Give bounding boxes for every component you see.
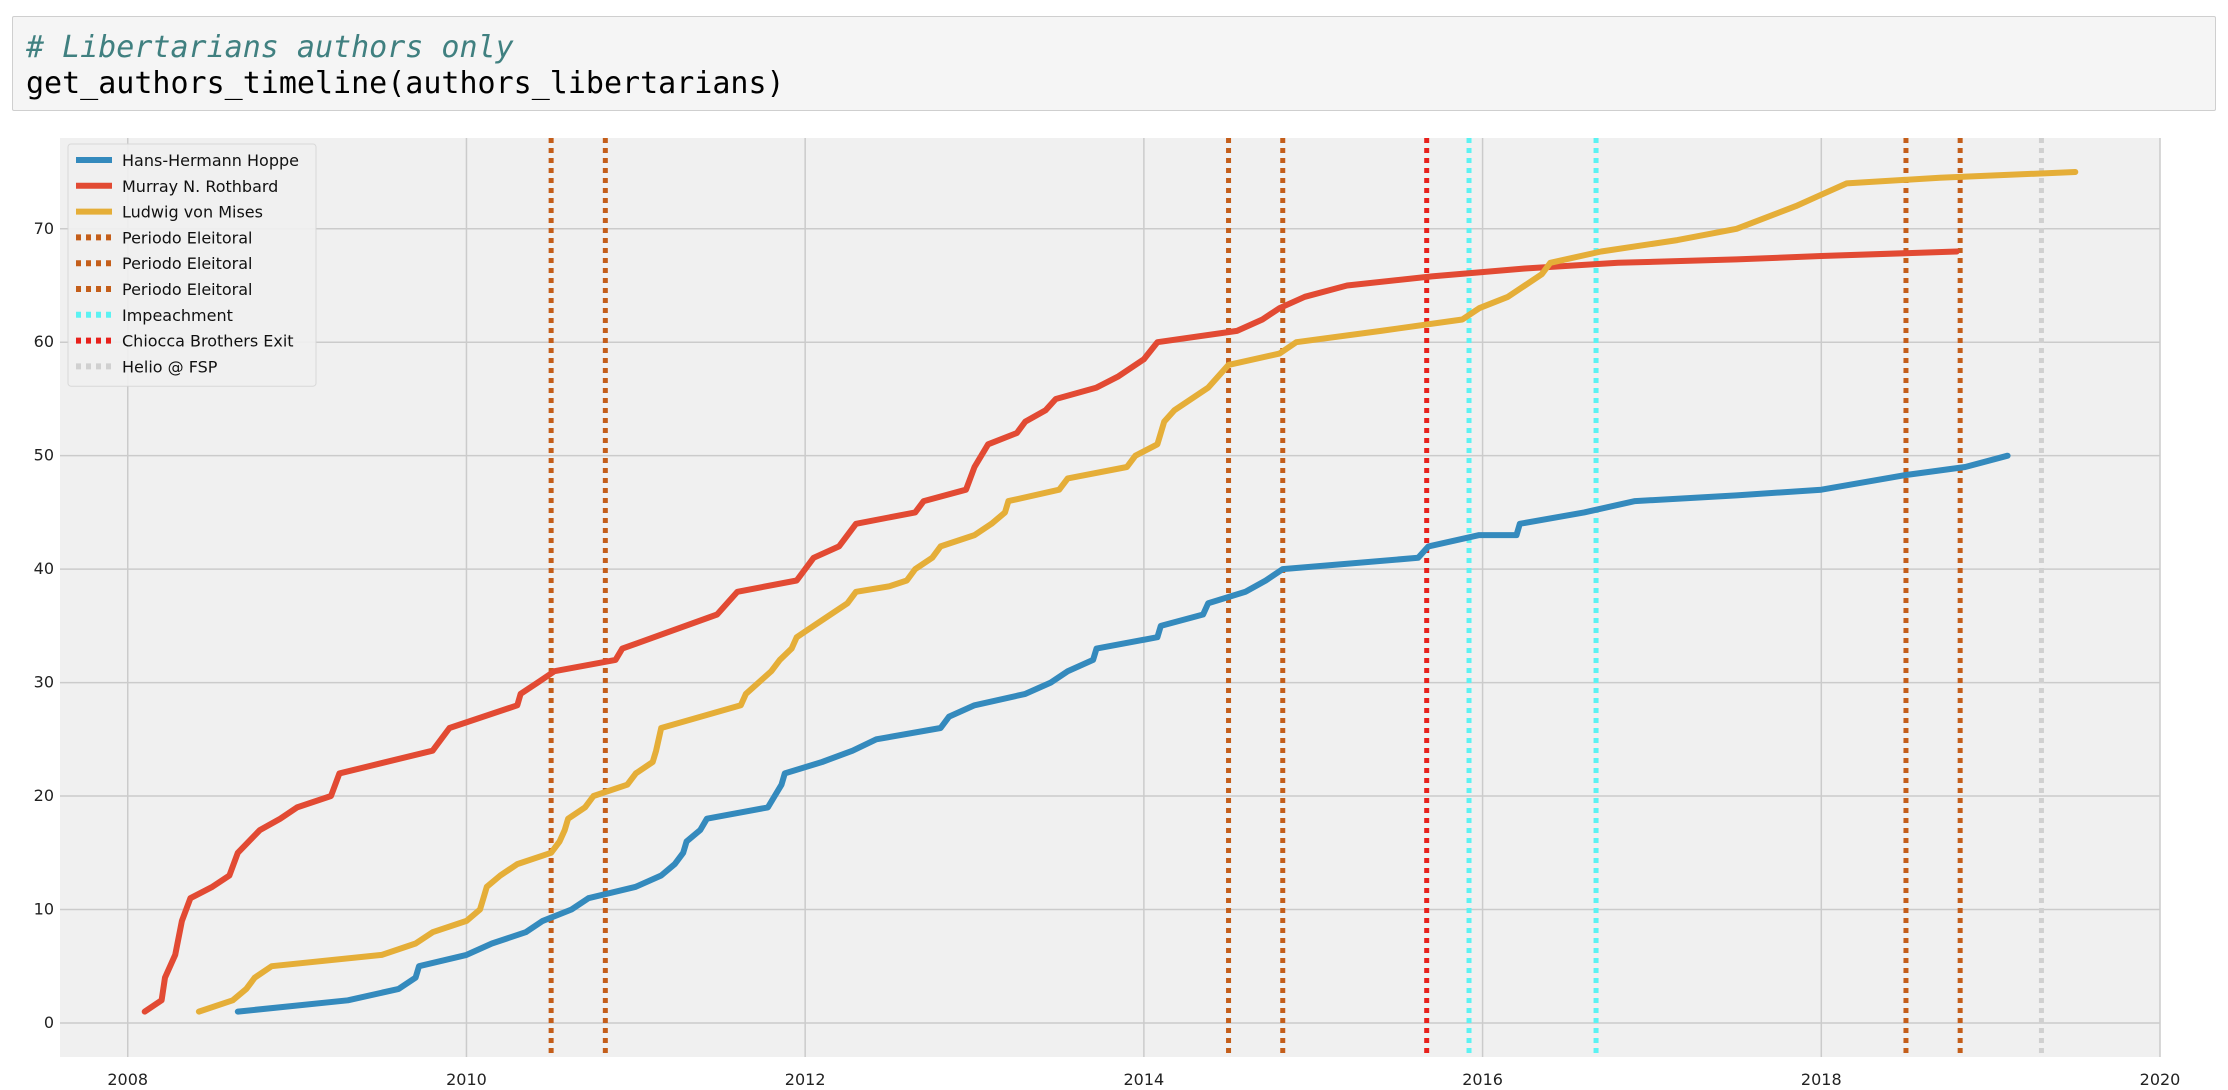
y-tick-label: 0 [44,1013,54,1032]
y-tick-label: 40 [34,559,54,578]
plot-background [60,138,2160,1057]
code-cell[interactable]: # Libertarians authors only get_authors_… [12,16,2216,111]
x-tick-label: 2012 [785,1070,826,1086]
series-line [141,248,1960,1015]
y-tick-label: 10 [34,900,54,919]
legend-label: Periodo Eleitoral [122,280,253,299]
legend-label: Periodo Eleitoral [122,254,253,273]
legend-label: Chiocca Brothers Exit [122,332,294,351]
code-comment: # Libertarians authors only [26,30,514,65]
legend-label: Murray N. Rothbard [122,177,278,196]
y-tick-label: 20 [34,786,54,805]
x-tick-label: 2014 [1124,1070,1165,1086]
series-line [234,452,2011,1015]
y-tick-label: 60 [34,332,54,351]
y-tick-label: 50 [34,446,54,465]
legend-label: Ludwig von Mises [122,203,263,222]
output-area: 2008 2010 2012 2014 2016 2018 2020 0 10 20 30 40 50 6… [0,130,2228,1089]
x-tick-label: 2018 [1801,1070,1842,1086]
legend-label: Hans-Hermann Hoppe [122,151,299,170]
x-tick-label: 2008 [107,1070,148,1086]
legend-box [67,143,317,387]
x-tick-label: 2016 [1462,1070,1503,1086]
code-line: get_authors_timeline(authors_libertarian… [26,66,785,101]
series-line [195,169,2079,1015]
y-tick-label: 70 [34,219,54,238]
y-tick-label: 30 [34,673,54,692]
legend-label: Periodo Eleitoral [122,228,253,247]
x-tick-label: 2020 [2140,1070,2181,1086]
timeline-chart: 2008 2010 2012 2014 2016 2018 2020 0 10 20 30 40 50 6… [34,138,2181,1089]
legend-label: Impeachment [122,306,233,325]
legend-label: Helio @ FSP [122,357,218,376]
x-tick-label: 2010 [446,1070,487,1086]
